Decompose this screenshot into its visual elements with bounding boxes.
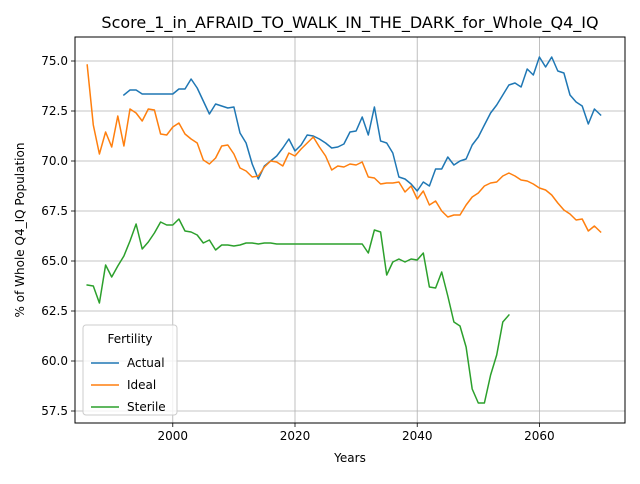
series-line-ideal (86, 64, 602, 234)
series-line-actual (122, 56, 602, 192)
y-tick-label: 70.0 (41, 154, 68, 168)
y-axis-label: % of Whole Q4_IQ Population (13, 143, 27, 318)
y-tick-label: 65.0 (41, 254, 68, 268)
legend: Fertility Actual Ideal Sterile (82, 324, 178, 416)
x-axis-label: Years (333, 451, 366, 465)
legend-title: Fertility (107, 332, 152, 346)
y-tick-label: 67.5 (41, 204, 68, 218)
y-tick-label: 72.5 (41, 104, 68, 118)
plot-frame (74, 36, 626, 424)
x-tick-label: 2040 (402, 429, 433, 443)
series-line-sterile (86, 218, 510, 404)
ticks: 2000 2020 2040 2060 57.5 60.0 62.5 65.0 67.5 70.0… (41, 54, 554, 443)
x-tick-label: 2060 (524, 429, 555, 443)
legend-label-actual: Actual (127, 356, 165, 370)
y-tick-label: 62.5 (41, 304, 68, 318)
legend-label-sterile: Sterile (127, 400, 166, 414)
y-tick-label: 75.0 (41, 54, 68, 68)
chart-title: Score_1_in_AFRAID_TO_WALK_IN_THE_DARK_fo… (101, 13, 598, 33)
legend-box (82, 324, 178, 416)
legend-label-ideal: Ideal (127, 378, 156, 392)
y-tick-label: 57.5 (41, 404, 68, 418)
legend-entries: Actual Ideal Sterile (91, 356, 166, 414)
x-tick-label: 2020 (280, 429, 311, 443)
x-tick-label: 2000 (158, 429, 189, 443)
y-tick-label: 60.0 (41, 354, 68, 368)
series-layer (86, 56, 602, 404)
